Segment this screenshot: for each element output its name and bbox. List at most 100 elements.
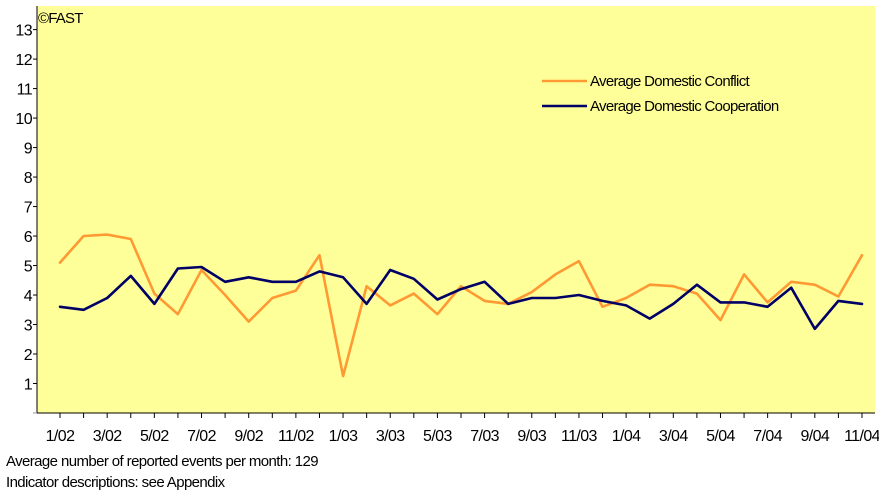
data-point <box>696 292 698 295</box>
y-tick-label: 4 <box>24 288 33 305</box>
legend-label: Average Domestic Cooperation <box>590 98 779 115</box>
data-point <box>814 284 816 286</box>
x-tick-label: 5/04 <box>706 428 735 445</box>
data-point <box>366 285 368 287</box>
data-point <box>177 313 179 315</box>
y-tick-label: 6 <box>24 229 33 246</box>
y-tick-label: 7 <box>24 200 33 217</box>
series-layer <box>58 233 864 378</box>
data-point <box>130 238 132 240</box>
data-point <box>82 235 85 237</box>
data-point <box>554 273 556 275</box>
x-tick-label: 7/03 <box>470 428 499 445</box>
series-2 <box>58 265 864 331</box>
data-point <box>625 297 627 299</box>
data-point <box>649 284 651 286</box>
data-point <box>861 303 863 305</box>
y-tick-label: 5 <box>24 259 33 276</box>
data-point <box>554 297 556 299</box>
y-tick-label: 12 <box>15 52 32 69</box>
data-point <box>601 300 604 302</box>
data-point <box>719 301 722 304</box>
data-point <box>507 303 509 305</box>
data-point <box>106 233 108 236</box>
data-point <box>743 273 745 275</box>
data-point <box>578 260 580 262</box>
data-point <box>342 276 344 278</box>
x-tick-label: 1/02 <box>46 428 75 445</box>
data-point <box>295 290 297 292</box>
legend-label: Average Domestic Conflict <box>590 73 750 90</box>
data-point <box>837 295 840 298</box>
data-point <box>177 267 179 270</box>
y-tick-label: 1 <box>24 377 33 394</box>
data-point <box>436 298 439 301</box>
data-point <box>318 254 321 256</box>
data-point <box>153 303 155 305</box>
x-tick-label: 7/02 <box>187 428 216 445</box>
data-point <box>625 304 627 306</box>
data-point <box>342 375 344 377</box>
x-tick-label: 3/03 <box>376 428 405 445</box>
data-point <box>271 281 273 283</box>
x-tick-label: 5/03 <box>423 428 452 445</box>
x-tick-label: 9/04 <box>800 428 829 445</box>
data-point <box>837 300 840 302</box>
series-1 <box>58 233 864 378</box>
data-point <box>248 320 250 323</box>
data-point <box>389 304 391 306</box>
data-point <box>389 269 391 271</box>
data-point <box>460 285 462 287</box>
data-point <box>790 281 792 283</box>
y-tick-label: 10 <box>15 111 32 128</box>
data-point <box>531 297 533 299</box>
y-tick-label: 2 <box>24 347 33 364</box>
x-tick-label: 11/03 <box>561 428 598 445</box>
data-point <box>743 301 745 304</box>
data-point <box>483 281 486 283</box>
footnote-event-count: Average number of reported events per mo… <box>6 453 319 470</box>
x-tick-label: 11/04 <box>844 428 879 445</box>
data-point <box>719 319 722 321</box>
x-tick-label: 3/02 <box>93 428 122 445</box>
y-tick-label: 3 <box>24 318 33 335</box>
copyright-label: ©FAST <box>38 10 83 27</box>
data-point <box>82 309 85 311</box>
data-point <box>59 261 61 264</box>
data-point <box>413 292 415 295</box>
x-tick-label: 1/03 <box>329 428 358 445</box>
data-point <box>649 318 651 320</box>
data-point <box>483 300 486 302</box>
x-tick-label: 9/03 <box>517 428 546 445</box>
data-point <box>295 281 297 283</box>
data-point <box>601 306 604 308</box>
data-point <box>672 303 674 305</box>
data-point <box>531 291 533 293</box>
data-point <box>672 285 674 287</box>
data-point <box>696 284 698 286</box>
data-point <box>224 281 226 283</box>
data-point <box>200 266 203 268</box>
data-point <box>248 276 250 278</box>
data-point <box>767 306 769 308</box>
data-point <box>153 292 155 295</box>
data-point <box>436 313 439 315</box>
x-tick-label: 11/02 <box>278 428 315 445</box>
data-point <box>413 278 415 280</box>
data-point <box>814 328 816 330</box>
y-tick-label: 13 <box>15 23 32 40</box>
data-point <box>318 270 321 273</box>
data-point <box>861 254 863 256</box>
x-tick-label: 3/04 <box>659 428 688 445</box>
data-point <box>460 288 462 290</box>
data-point <box>366 303 368 305</box>
y-tick-label: 8 <box>24 170 33 187</box>
data-point <box>224 294 226 296</box>
data-point <box>200 269 203 271</box>
y-tick-label: 9 <box>24 141 33 158</box>
plot-background <box>37 6 875 413</box>
data-point <box>767 301 769 304</box>
data-point <box>106 297 108 299</box>
